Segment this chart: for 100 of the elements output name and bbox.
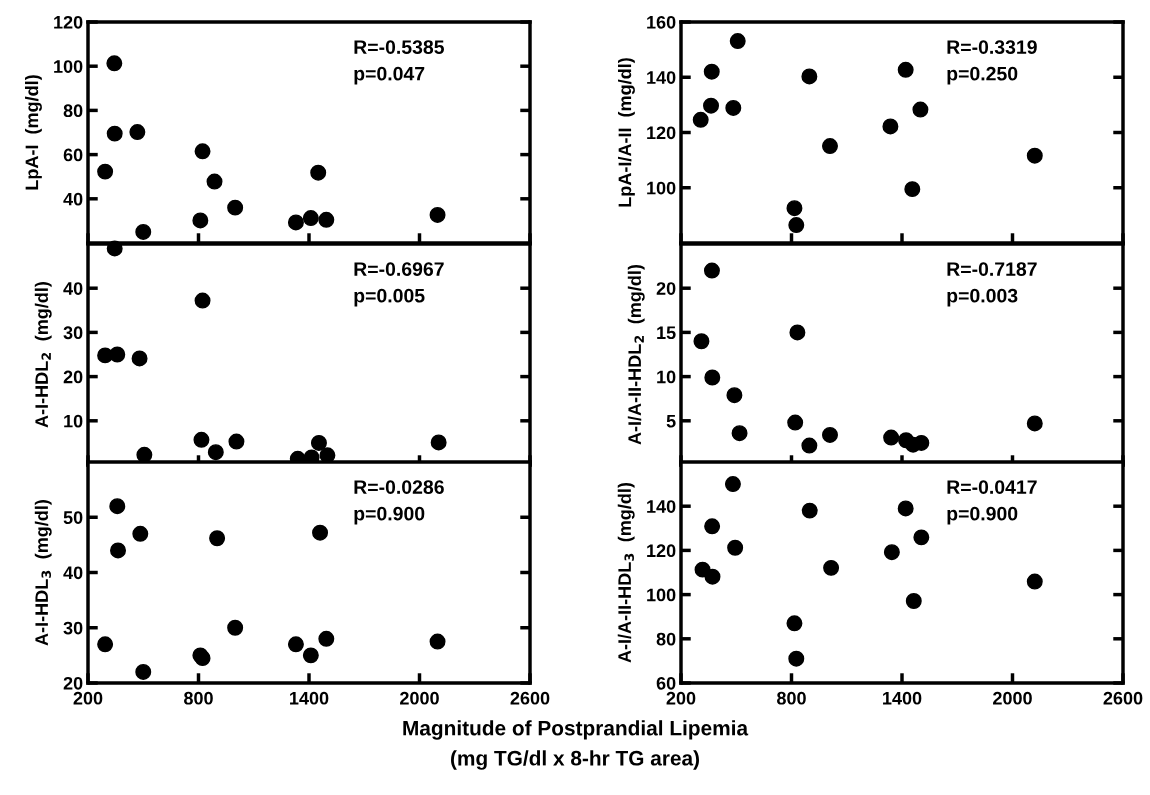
point (704, 518, 721, 535)
point (209, 530, 226, 547)
point (207, 444, 224, 461)
point (693, 333, 710, 350)
annotation: R=-0.5385 p=0.047 (354, 40, 444, 85)
y-tick-label: 100 (54, 60, 83, 73)
point (302, 210, 319, 227)
y-axis-title: A-I-HDL$_{2}$ (mg/dl) (34, 282, 52, 428)
y-tick-label: 100 (647, 588, 676, 602)
point (727, 539, 744, 556)
point (109, 498, 126, 515)
point (110, 542, 126, 559)
x-tick-label: 800 (184, 691, 213, 705)
point (135, 223, 152, 240)
point (193, 431, 210, 448)
point (704, 369, 721, 386)
point (1026, 573, 1043, 590)
y-tick-label: 40 (63, 566, 83, 580)
y-tick-label: 10 (657, 370, 676, 384)
point (206, 173, 223, 190)
y-tick-label: 50 (63, 511, 83, 524)
point (318, 211, 335, 228)
y-tick-label: 120 (54, 15, 83, 29)
point (882, 118, 899, 135)
y-tick-label: 20 (63, 676, 83, 690)
point (913, 529, 930, 546)
y-tick-label: 40 (63, 192, 83, 206)
x-tick-label: 200 (73, 691, 103, 705)
point (692, 111, 709, 128)
point (192, 212, 209, 229)
point (822, 138, 838, 155)
point (97, 636, 114, 653)
x-tick-label: 200 (666, 691, 696, 705)
point (704, 568, 721, 585)
point (729, 33, 746, 50)
point (788, 217, 805, 234)
point (318, 630, 335, 647)
point (430, 434, 447, 451)
y-axis-title: A-I/A-II-HDL$_{3}$ (mg/dl) (617, 482, 635, 663)
point (1026, 147, 1043, 164)
y-tick-label: 100 (647, 181, 676, 195)
point (786, 615, 803, 632)
y-tick-label: 10 (64, 414, 83, 428)
y-tick-label: 120 (647, 126, 676, 140)
point (106, 240, 123, 257)
point (883, 429, 900, 446)
y-tick-label: 60 (63, 148, 83, 162)
y-tick-label: 160 (647, 15, 676, 29)
point (109, 346, 126, 363)
point (789, 324, 806, 341)
point (106, 55, 123, 72)
point (823, 559, 840, 576)
point (801, 502, 818, 519)
point (97, 163, 114, 180)
y-tick-label: 80 (656, 632, 676, 646)
y-axis-title: LpA-I (mg/dl) (25, 75, 42, 190)
point (131, 350, 148, 367)
point (897, 61, 914, 78)
annotation: R=-0.3319 p=0.250 (947, 40, 1037, 85)
y-tick-label: 20 (63, 370, 83, 384)
annotation: R=-0.0286 p=0.900 (354, 480, 444, 525)
annotation: R=-0.0417 p=0.900 (947, 480, 1037, 525)
x-tick-label: 2600 (510, 691, 550, 705)
point (905, 593, 922, 609)
point (302, 647, 319, 664)
point (913, 434, 930, 451)
point (703, 262, 720, 279)
point (287, 214, 304, 231)
point (106, 125, 123, 142)
point (725, 99, 742, 116)
point (726, 387, 743, 404)
x-tick-label: 2600 (1103, 691, 1143, 705)
point (194, 292, 211, 309)
point (897, 500, 914, 517)
point (132, 525, 149, 542)
point (312, 524, 329, 541)
y-tick-label: 40 (63, 282, 83, 295)
y-axis-title: A-I-HDL$_{3}$ (mg/dl) (34, 500, 52, 646)
point (228, 433, 245, 450)
point (135, 663, 152, 680)
point (703, 63, 720, 80)
y-axis-title: LpA-I/A-II (mg/dl) (618, 58, 635, 207)
x-axis-title: Magnitude of Postprandial Lipemia (mg TG/dl x 8-hr TG area) (403, 720, 749, 770)
point (227, 199, 244, 216)
point (788, 650, 805, 667)
point (787, 414, 804, 431)
annotation: R=-0.6967 p=0.005 (354, 262, 444, 307)
y-tick-label: 20 (656, 282, 676, 295)
point (786, 200, 803, 217)
point (194, 143, 211, 160)
y-tick-label: 140 (647, 500, 676, 513)
x-tick-label: 800 (777, 691, 806, 705)
annotation: R=-0.7187 p=0.003 (947, 262, 1037, 307)
point (801, 437, 818, 454)
y-tick-label: 140 (647, 71, 676, 84)
x-tick-label: 1400 (883, 691, 922, 705)
point (801, 68, 818, 85)
x-tick-label: 2000 (993, 691, 1032, 705)
point (731, 425, 748, 442)
x-tick-label: 1400 (290, 691, 329, 705)
